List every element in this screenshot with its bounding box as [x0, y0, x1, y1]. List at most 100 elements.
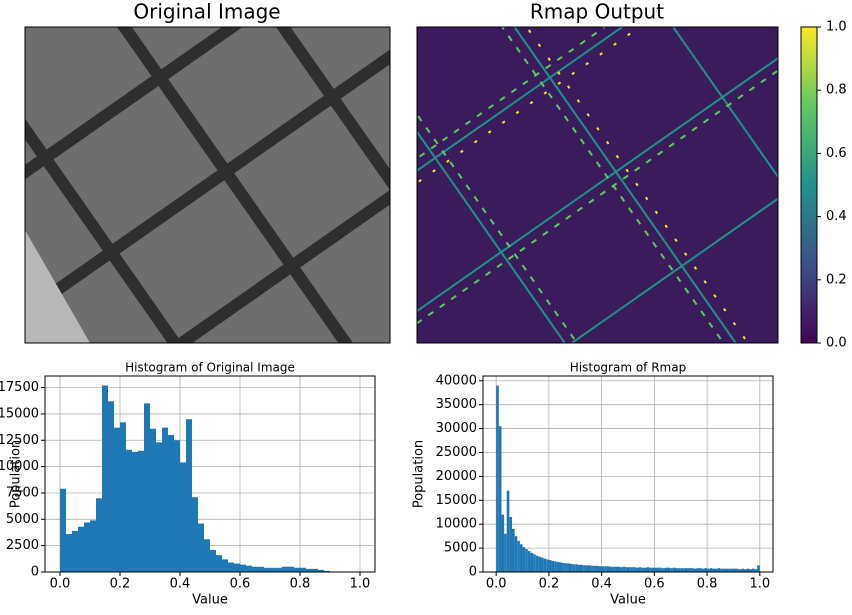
bar — [282, 567, 288, 572]
x-tick-label: 0.6 — [644, 577, 665, 592]
chart-title: Histogram of Rmap — [570, 361, 686, 375]
y-tick-label: 20000 — [436, 469, 477, 484]
bar — [222, 559, 228, 572]
bar — [660, 568, 663, 572]
bar — [644, 568, 647, 572]
chart-title: Histogram of Original Image — [125, 361, 295, 375]
bar — [570, 564, 573, 572]
y-tick-label: 30000 — [436, 421, 477, 436]
bar — [652, 568, 655, 572]
bar — [156, 442, 162, 572]
y-tick-label: 40000 — [436, 373, 477, 388]
x-tick-label: 0.8 — [290, 577, 311, 592]
bar — [683, 568, 686, 572]
bar — [607, 566, 610, 572]
bar — [633, 567, 636, 572]
bar — [549, 560, 552, 572]
bar — [728, 569, 731, 572]
bar — [649, 568, 652, 572]
bar — [733, 569, 736, 572]
bar — [559, 562, 562, 572]
x-axis-label: Value — [192, 593, 228, 608]
y-tick-label: 5000 — [6, 512, 39, 527]
bar — [108, 401, 114, 572]
bar — [697, 568, 700, 572]
bar — [610, 567, 613, 572]
bar — [588, 565, 591, 572]
bar — [668, 568, 671, 572]
bar — [583, 565, 586, 572]
bar — [60, 489, 66, 572]
bar — [504, 534, 507, 572]
bar — [180, 462, 186, 572]
x-tick-label: 0.8 — [697, 577, 718, 592]
bar — [198, 524, 204, 572]
colorbar-tick-label: 1.0 — [826, 20, 847, 35]
bar — [699, 568, 702, 572]
bar — [631, 567, 634, 572]
bar — [646, 567, 649, 572]
bar — [288, 567, 294, 572]
bar — [234, 564, 240, 572]
bar — [246, 566, 252, 572]
bar — [114, 428, 120, 572]
x-axis-label: Value — [610, 593, 646, 608]
bar — [552, 561, 555, 572]
bar — [602, 566, 605, 572]
bar — [216, 555, 222, 572]
bar — [533, 554, 536, 572]
bar — [228, 563, 234, 572]
bar — [168, 435, 174, 572]
bar — [530, 553, 533, 572]
bar — [736, 569, 739, 572]
colorbar-tick-label: 0.6 — [826, 146, 847, 161]
bar — [509, 517, 512, 572]
bar — [90, 520, 96, 572]
bar — [599, 566, 602, 572]
bar — [126, 450, 132, 572]
bar — [258, 567, 264, 572]
bar — [715, 569, 718, 572]
y-axis-label: Population — [412, 440, 427, 508]
chart-title: Rmap Output — [530, 0, 664, 24]
y-axis-label: Population — [9, 440, 24, 508]
page: {"chart_data": [ {"type": "image", "titl… — [0, 0, 852, 615]
bar — [210, 550, 216, 572]
bar — [641, 568, 644, 572]
bar — [270, 568, 276, 572]
bar — [710, 568, 713, 572]
bar — [96, 498, 102, 572]
colorbar — [801, 27, 817, 343]
bar — [620, 567, 623, 572]
y-tick-label: 0 — [31, 565, 39, 580]
x-tick-label: 0.4 — [170, 577, 191, 592]
x-tick-label: 0.4 — [591, 577, 612, 592]
bar — [84, 522, 90, 572]
colorbar-tick-label: 0.0 — [826, 336, 847, 351]
y-tick-label: 15000 — [436, 493, 477, 508]
bar — [496, 386, 499, 572]
bar — [591, 566, 594, 572]
bar — [186, 419, 192, 572]
bar — [617, 567, 620, 572]
bar — [662, 568, 665, 572]
bar — [636, 568, 639, 572]
x-tick-label: 1.0 — [350, 577, 371, 592]
x-tick-label: 0.2 — [539, 577, 560, 592]
bar — [102, 385, 108, 572]
bar — [567, 563, 570, 572]
bar — [741, 569, 744, 572]
bar — [138, 451, 144, 572]
bar — [150, 429, 156, 572]
colorbar-tick-label: 0.4 — [826, 209, 847, 224]
chart-title: Original Image — [133, 0, 280, 24]
bar — [615, 567, 618, 572]
bar — [300, 568, 306, 572]
bar — [625, 567, 628, 572]
bar — [623, 567, 626, 572]
colorbar-tick-label: 0.2 — [826, 272, 847, 287]
x-tick-label: 0.2 — [110, 577, 131, 592]
bar — [544, 559, 547, 572]
bar — [654, 568, 657, 572]
bar — [264, 568, 270, 572]
